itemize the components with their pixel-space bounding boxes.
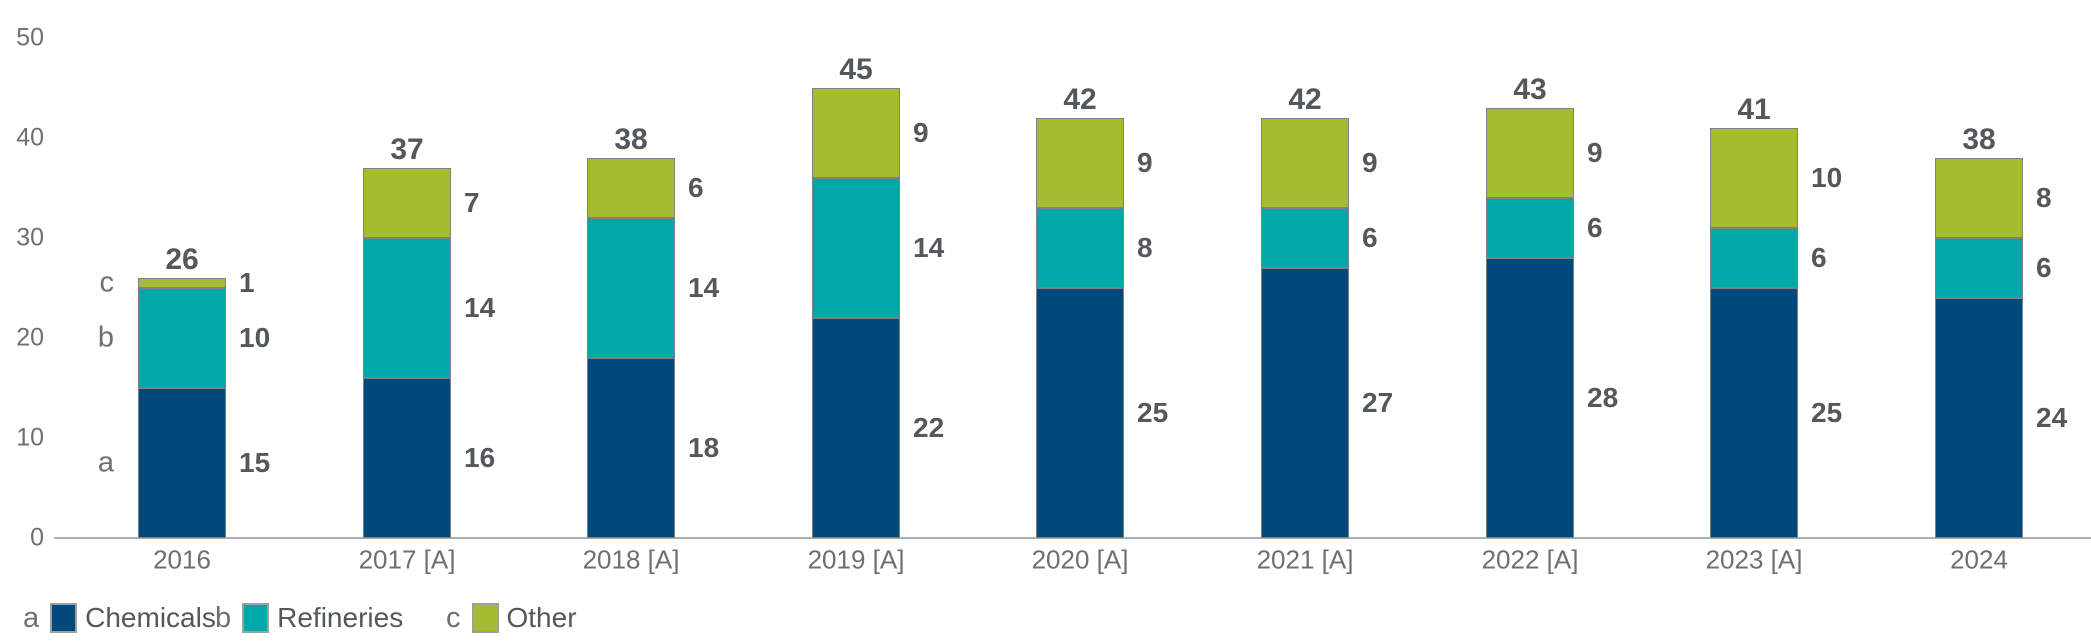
- series-letter-label: a: [97, 446, 114, 479]
- segment-value-label: 6: [1362, 222, 1378, 253]
- bar-segment-chemicals: [1710, 288, 1798, 538]
- segment-value-label: 10: [239, 322, 271, 353]
- bar-segment-refineries: [587, 218, 675, 358]
- legend: a Chemicals b Refineries c Other: [0, 600, 2091, 636]
- bar-segment-chemicals: [1935, 298, 2023, 538]
- bar-segment-refineries: [1710, 228, 1798, 288]
- segment-value-label: 9: [1362, 147, 1378, 178]
- segment-value-label: 25: [1137, 397, 1169, 428]
- x-axis-category-label: 2022 [A]: [1481, 544, 1579, 575]
- x-axis-category-label: 2018 [A]: [582, 544, 680, 575]
- x-axis-category-label: 2020 [A]: [1031, 544, 1129, 575]
- bar-total-label: 26: [165, 243, 199, 276]
- y-axis-tick-label: 0: [30, 523, 44, 552]
- bar-total-label: 38: [614, 123, 648, 156]
- bar-segment-refineries: [363, 238, 451, 378]
- segment-value-label: 14: [464, 292, 496, 323]
- segment-value-label: 28: [1587, 382, 1619, 413]
- bar-segment-other: [1261, 118, 1349, 208]
- bar-segment-refineries: [1261, 208, 1349, 268]
- segment-value-label: 16: [464, 442, 496, 473]
- bar-segment-other: [587, 158, 675, 218]
- bar-segment-chemicals: [812, 318, 900, 538]
- legend-item-refineries: b Refineries: [215, 600, 403, 636]
- segment-value-label: 18: [688, 432, 720, 463]
- legend-color-swatch-refineries: [242, 603, 270, 633]
- segment-value-label: 24: [2036, 402, 2068, 433]
- bar-segment-refineries: [1036, 208, 1124, 288]
- bar-segment-other: [138, 278, 226, 288]
- segment-value-label: 22: [913, 412, 945, 443]
- bar-segment-refineries: [1935, 238, 2023, 298]
- legend-series-letter: c: [446, 601, 461, 634]
- segment-value-label: 6: [2036, 252, 2052, 283]
- segment-value-label: 9: [1137, 147, 1153, 178]
- segment-value-label: 9: [1587, 137, 1603, 168]
- legend-series-label: Other: [506, 602, 577, 633]
- segment-value-label: 8: [2036, 182, 2052, 213]
- legend-series-label: Chemicals: [85, 602, 216, 633]
- bar-total-label: 38: [1962, 123, 1996, 156]
- bar-segment-other: [812, 88, 900, 178]
- bar-segment-refineries: [138, 288, 226, 388]
- bar-segment-other: [363, 168, 451, 238]
- legend-color-swatch-other: [471, 603, 499, 633]
- bar-segment-other: [1935, 158, 2023, 238]
- legend-series-letter: b: [215, 601, 232, 634]
- segment-value-label: 6: [1587, 212, 1603, 243]
- y-axis-tick-label: 40: [16, 123, 44, 152]
- segment-value-label: 7: [464, 187, 480, 218]
- bar-total-label: 41: [1737, 93, 1771, 126]
- legend-item-chemicals: a Chemicals: [23, 600, 216, 636]
- bar-segment-refineries: [1486, 198, 1574, 258]
- series-letter-label: c: [99, 266, 115, 299]
- x-axis-category-label: 2019 [A]: [807, 544, 905, 575]
- bar-segment-chemicals: [363, 378, 451, 538]
- bar-segment-chemicals: [1261, 268, 1349, 538]
- x-axis-line: [54, 537, 2091, 539]
- segment-value-label: 15: [239, 447, 271, 478]
- segment-value-label: 14: [688, 272, 720, 303]
- segment-value-label: 9: [913, 117, 929, 148]
- x-axis-category-label: 2017 [A]: [358, 544, 456, 575]
- x-axis-category-label: 2023 [A]: [1705, 544, 1803, 575]
- legend-series-label: Refineries: [277, 602, 404, 633]
- segment-value-label: 25: [1811, 397, 1843, 428]
- bar-total-label: 42: [1288, 83, 1322, 116]
- x-axis-category-label: 2024: [1950, 544, 2008, 575]
- segment-value-label: 8: [1137, 232, 1153, 263]
- bar-total-label: 45: [839, 53, 873, 86]
- y-axis-tick-label: 30: [16, 223, 44, 252]
- bar-total-label: 37: [390, 133, 424, 166]
- bar-segment-other: [1036, 118, 1124, 208]
- segment-value-label: 27: [1362, 387, 1394, 418]
- segment-value-label: 14: [913, 232, 945, 263]
- y-axis-tick-label: 10: [16, 423, 44, 452]
- bar-total-label: 42: [1063, 83, 1097, 116]
- y-axis-tick-label: 50: [16, 23, 44, 52]
- series-letter-label: b: [97, 321, 114, 354]
- bar-segment-chemicals: [587, 358, 675, 538]
- bar-segment-chemicals: [1486, 258, 1574, 538]
- segment-value-label: 6: [1811, 242, 1827, 273]
- legend-series-letter: a: [23, 601, 40, 634]
- y-axis-tick-label: 20: [16, 323, 44, 352]
- segment-value-label: 10: [1811, 162, 1843, 193]
- x-axis-category-label: 2021 [A]: [1256, 544, 1354, 575]
- segment-value-label: 6: [688, 172, 704, 203]
- legend-color-swatch-chemicals: [50, 603, 78, 633]
- bar-segment-chemicals: [1036, 288, 1124, 538]
- bar-segment-other: [1486, 108, 1574, 198]
- bar-segment-other: [1710, 128, 1798, 228]
- x-axis-category-label: 2016: [153, 544, 211, 575]
- legend-item-other: c Other: [446, 600, 577, 636]
- bar-segment-chemicals: [138, 388, 226, 538]
- segment-value-label: 1: [239, 267, 255, 298]
- bar-segment-refineries: [812, 178, 900, 318]
- bar-total-label: 43: [1513, 73, 1547, 106]
